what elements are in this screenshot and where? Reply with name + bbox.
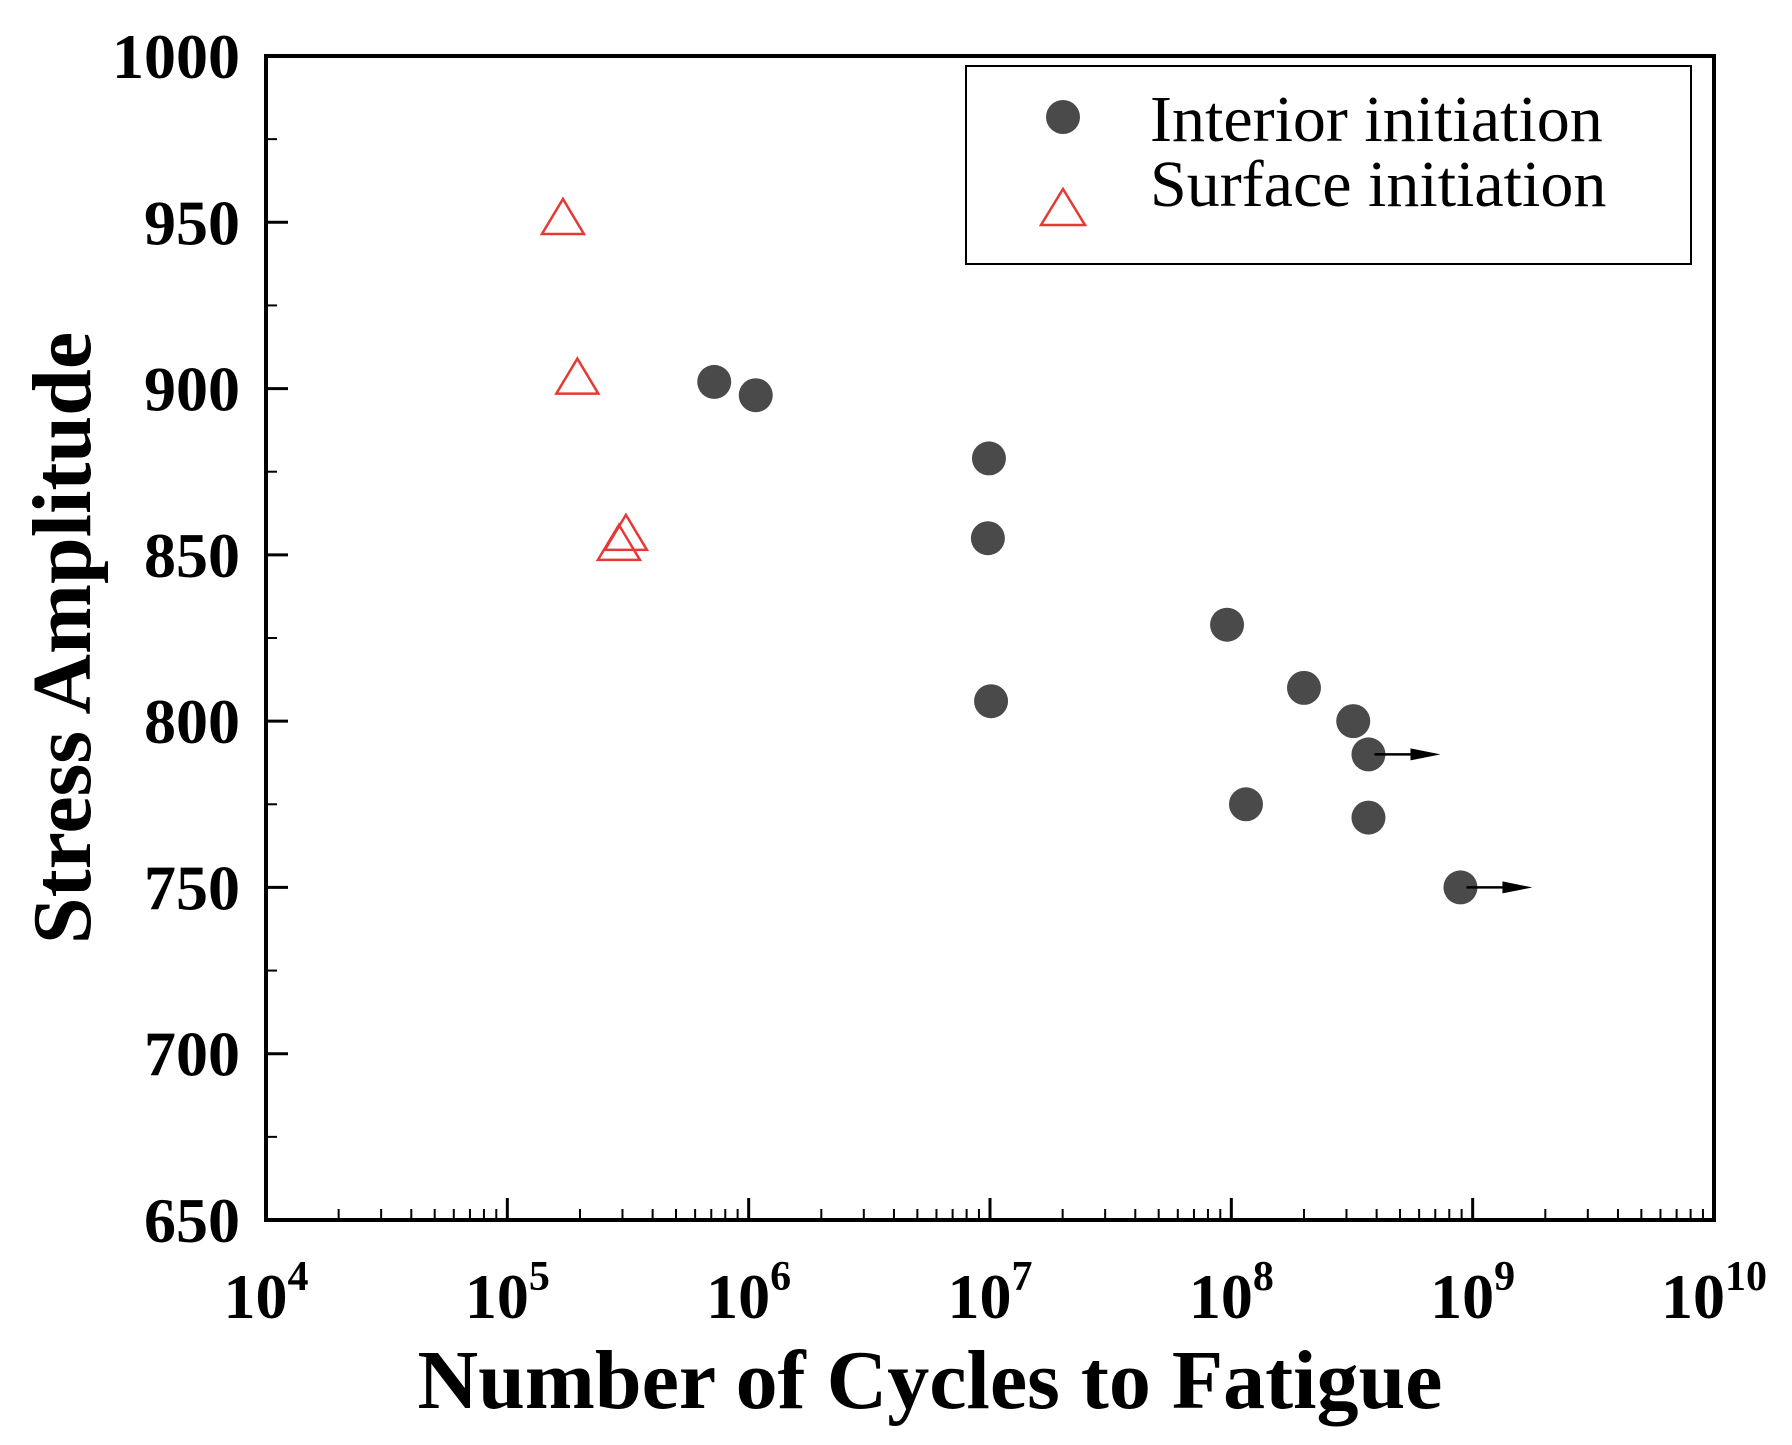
x-minor-ticks — [337, 1209, 1704, 1220]
y-tick-label: 1000 — [112, 21, 240, 92]
interior-initiation-point — [1228, 787, 1263, 822]
interior-initiation-point — [1210, 607, 1245, 642]
y-minor-ticks — [266, 138, 277, 1138]
y-tick-label: 950 — [144, 187, 240, 258]
surface-initiation-point — [554, 356, 601, 395]
surface-initiation-point — [539, 196, 587, 236]
y-axis-title: Stress Amplitude — [16, 332, 109, 944]
legend-box — [965, 65, 1692, 265]
y-tick-labels: 650 700 750 800 850 900 950 1000 — [112, 21, 240, 1256]
legend-label-surface: Surface initiation — [1150, 148, 1606, 221]
y-tick-label: 650 — [144, 1185, 240, 1256]
x-tick-label: 1010 — [1661, 1254, 1767, 1332]
data-points — [539, 196, 1533, 905]
interior-initiation-point — [971, 441, 1006, 476]
x-major-ticks — [264, 1198, 1716, 1220]
y-tick-label: 850 — [144, 520, 240, 591]
legend-label-interior: Interior initiation — [1150, 83, 1603, 156]
interior-initiation-point — [1336, 704, 1371, 739]
interior-initiation-point — [970, 521, 1005, 556]
y-tick-label: 700 — [144, 1019, 240, 1090]
x-tick-label: 108 — [1189, 1254, 1274, 1332]
interior-initiation-point — [1286, 670, 1321, 705]
runout-arrow-head — [1410, 748, 1441, 761]
runout-arrow-head — [1502, 881, 1533, 894]
x-tick-label: 107 — [948, 1254, 1033, 1332]
y-tick-label: 750 — [144, 852, 240, 923]
interior-initiation-point — [697, 364, 732, 399]
legend-marker-surface — [1038, 186, 1088, 227]
x-tick-label: 105 — [465, 1254, 550, 1332]
interior-initiation-point — [738, 378, 773, 413]
surface-initiation-point — [602, 512, 650, 552]
legend: Interior initiation Surface initiation — [965, 65, 1692, 265]
y-tick-label: 900 — [144, 354, 240, 425]
x-tick-label: 104 — [224, 1254, 309, 1332]
surface-initiation-point — [595, 522, 643, 562]
legend-marker-interior — [1046, 100, 1080, 134]
interior-initiation-point — [1351, 800, 1386, 835]
x-tick-label: 109 — [1430, 1254, 1515, 1332]
x-axis-title: Number of Cycles to Fatigue — [418, 1334, 1443, 1427]
x-tick-labels: 104 105 106 107 108 109 1010 — [224, 1254, 1768, 1332]
y-major-ticks — [266, 54, 288, 1222]
y-tick-label: 800 — [144, 686, 240, 757]
interior-initiation-point — [974, 684, 1009, 719]
interior-initiation-point — [1351, 737, 1386, 772]
interior-initiation-point — [1443, 870, 1478, 905]
x-tick-label: 106 — [706, 1254, 791, 1332]
